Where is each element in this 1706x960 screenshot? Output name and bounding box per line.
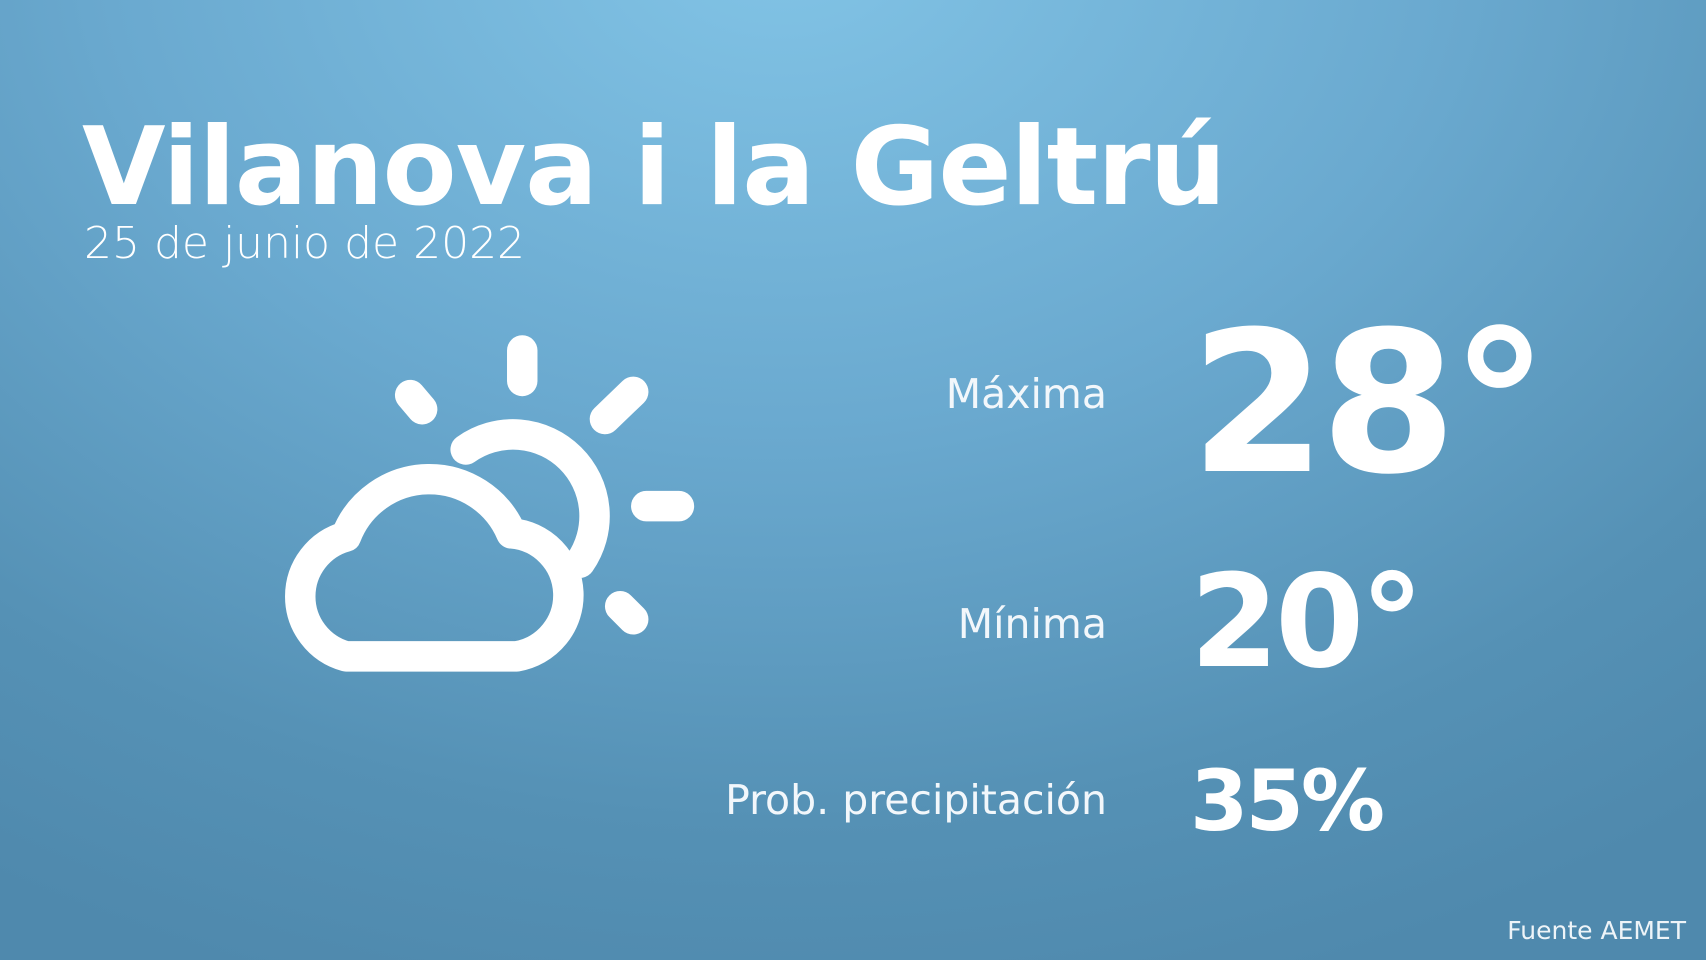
sun-ray	[589, 376, 649, 435]
sun-ray	[394, 379, 438, 425]
sun-ray	[604, 591, 649, 635]
location-title: Vilanova i la Geltrú	[82, 105, 1226, 230]
max-temp-label: Máxima	[945, 370, 1107, 418]
precip-label: Prob. precipitación	[725, 776, 1107, 824]
cloud-icon	[285, 463, 584, 672]
precip-value: 35%	[1190, 752, 1385, 850]
source-credit: Fuente AEMET	[1507, 916, 1686, 945]
sun-icon	[450, 419, 610, 578]
min-temp-value: 20°	[1190, 548, 1424, 697]
max-temp-value: 28°	[1190, 290, 1549, 518]
min-temp-label: Mínima	[957, 600, 1107, 648]
forecast-date: 25 de junio de 2022	[84, 218, 526, 269]
